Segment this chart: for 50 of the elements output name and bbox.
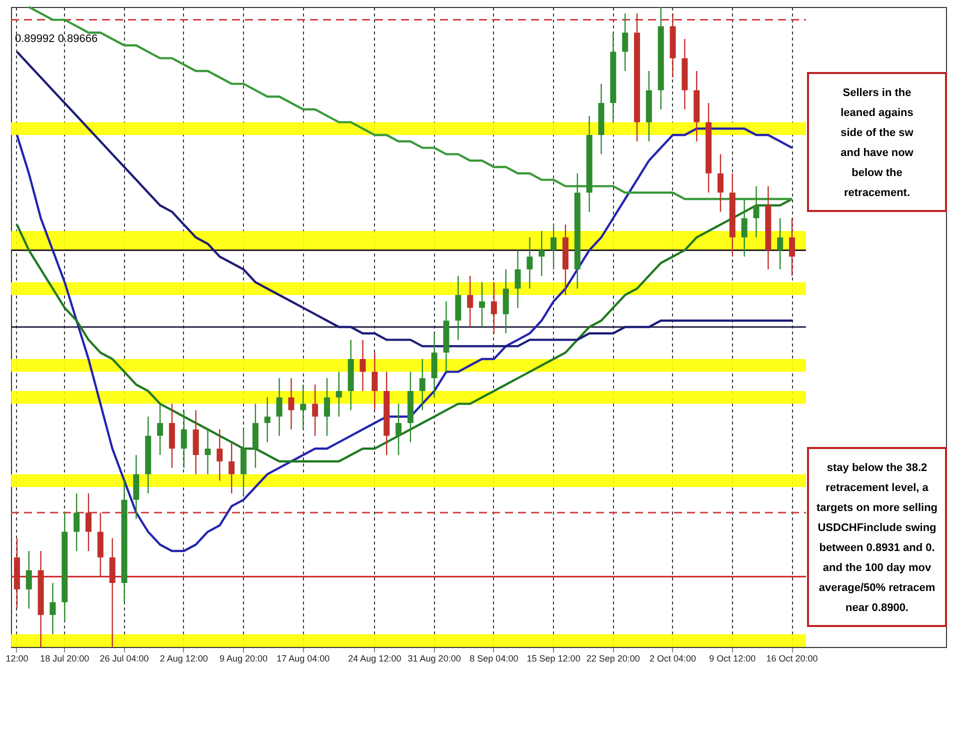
x-tick-label: 17 Aug 04:00 [276,654,330,664]
candlestick [324,378,330,436]
candlestick [396,403,402,456]
candlestick [288,378,294,430]
x-tick-label: 9 Aug 20:00 [220,654,268,664]
candlestick [264,396,270,443]
x-tick-label: 8 Sep 04:00 [470,654,518,664]
candlestick [622,12,628,72]
candlestick [741,198,748,258]
candlestick [312,384,318,436]
text: Sellers in the leaned agains side of the sw and have now below the retracement. [840,87,914,199]
candlestick [180,410,187,468]
x-tick-label: 22 Sep 20:00 [586,654,640,664]
candlestick [228,442,235,494]
candlestick [157,403,164,456]
x-tick-label: 12:00 [6,654,28,664]
candlestick [276,378,282,436]
x-tick-label: 9 Oct 12:00 [709,654,756,664]
candlestick [360,339,366,392]
x-tick-label: 2 Oct 04:00 [650,654,696,664]
candlestick [550,224,557,270]
x-tick-label: 18 Jul 20:00 [40,654,90,664]
annotation: 0.89992 0.89666 [15,33,98,45]
candlestick [74,492,80,552]
candlestick [753,186,760,238]
candlestick [50,582,56,635]
x-tick-label: 15 Sep 12:00 [526,654,580,664]
candlestick [372,352,378,411]
candlestick [467,275,474,328]
x-tick-label: 16 Oct 20:00 [766,654,818,664]
candlestick [789,218,796,276]
text: stay below the 38.2 retracement level, a targets on more selling USDCHFinclude swing between 0.8931 and 0. and the 100 day mov average/50% retracem near 0.8900. [816,462,938,614]
x-tick-label: 24 Aug 12:00 [348,654,402,664]
candlestick [216,428,223,482]
candlestick [526,236,533,290]
candlestick [777,218,784,270]
candlestick [204,428,211,475]
candlestick [86,492,92,552]
candlestick [336,371,342,418]
candlestick [419,358,426,411]
candlestick [514,250,521,308]
candlestick [300,384,306,430]
x-tick-label: 26 Jul 04:00 [100,654,149,664]
candlestick [717,154,724,212]
x-tick-label: 31 Aug 20:00 [408,654,461,664]
candlestick [538,230,545,276]
candlestick [490,282,497,334]
candlestick [479,282,486,328]
x-tick-label: 2 Aug 12:00 [160,654,208,664]
candlestick [26,550,32,610]
